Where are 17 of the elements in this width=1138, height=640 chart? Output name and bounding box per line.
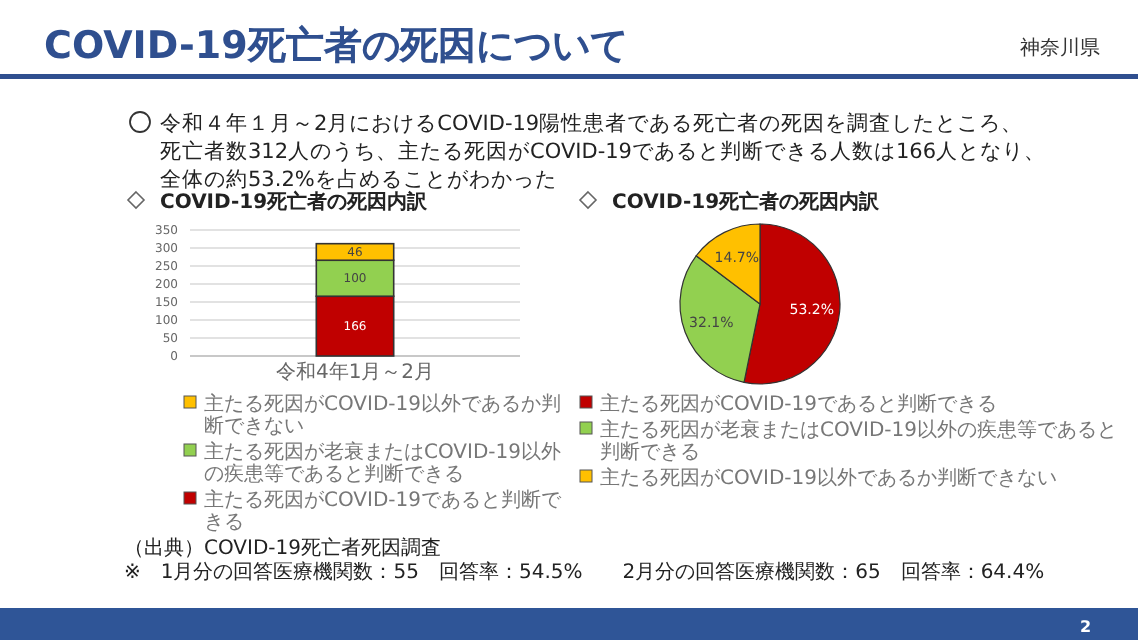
- legend-label: 主たる死因が老衰またはCOVID-19以外の疾患等であると判断できる: [204, 440, 562, 486]
- legend-label: 主たる死因が老衰またはCOVID-19以外の疾患等であると判断できる: [600, 418, 1118, 464]
- text: （出典）COVID-19死亡者死因調査: [124, 536, 442, 560]
- legend-label: 主たる死因がCOVID-19であると判断できる: [204, 488, 563, 534]
- text: 令和４年１月～2月におけるCOVID-19陽性患者である死亡者の死因を調査したところ、: [160, 110, 1024, 136]
- text: ※ 1月分の回答医療機関数：55 回答率：54.5% 2月分の回答医療機関数：65 回答率：64.4%: [124, 560, 1045, 584]
- chart-title: COVID-19死亡者の死因内訳: [160, 190, 430, 214]
- text: 神奈川県: [1020, 36, 1100, 60]
- legend-label: 主たる死因がCOVID-19以外であるか判断できない: [204, 392, 562, 438]
- legend-label: 主たる死因がCOVID-19以外であるか判断できない: [600, 466, 1058, 490]
- legend-label: 主たる死因がCOVID-19であると判断できる: [600, 392, 998, 416]
- chart-title: COVID-19死亡者の死因内訳: [612, 190, 882, 214]
- text: 2: [1080, 618, 1092, 636]
- text: COVID-19死亡者の死因について: [44, 24, 628, 68]
- x-tick-label: 令和4年1月～2月: [275, 360, 435, 384]
- text: 全体の約53.2%を占めることがわかった: [160, 166, 557, 192]
- text: 死亡者数312人のうち、主たる死因がCOVID-19であると判断できる人数は166人となり、: [160, 138, 1047, 164]
